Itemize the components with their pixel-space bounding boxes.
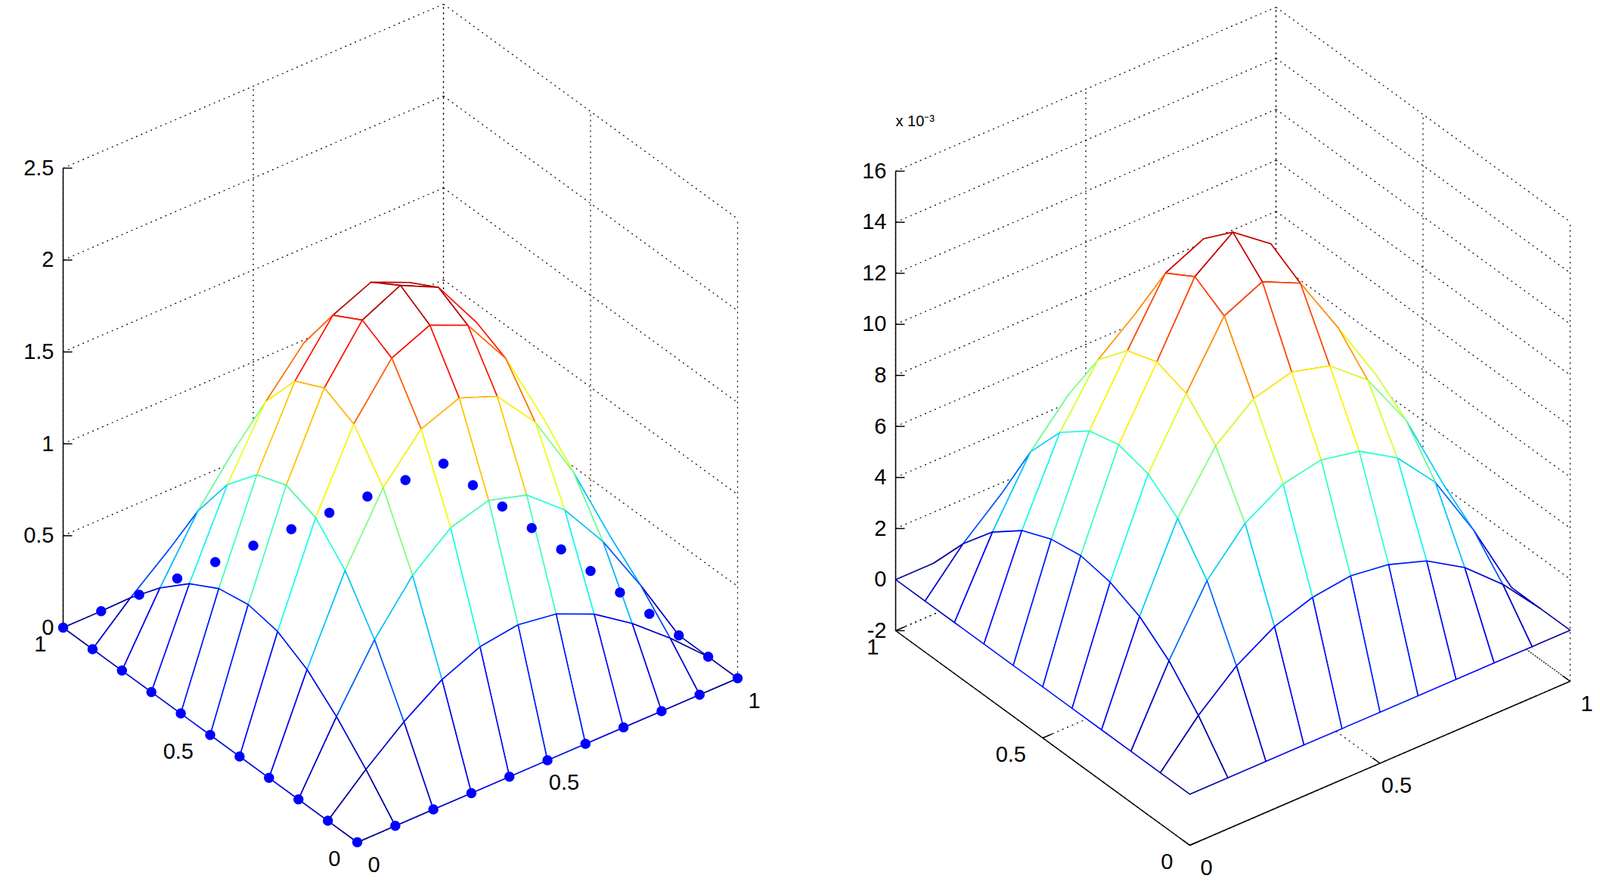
svg-text:2.5: 2.5 [23,155,54,180]
svg-text:8: 8 [874,362,887,388]
svg-text:1: 1 [1580,691,1593,717]
svg-text:1: 1 [866,635,879,660]
svg-text:1: 1 [41,431,54,456]
svg-text:0: 0 [1160,849,1173,875]
svg-text:0: 0 [41,615,55,640]
svg-text:0.5: 0.5 [548,770,580,795]
svg-text:2: 2 [41,247,54,272]
svg-text:0: 0 [1200,855,1213,881]
svg-text:0.5: 0.5 [1381,773,1412,798]
svg-text:0.5: 0.5 [995,742,1027,767]
svg-text:-2: -2 [867,618,887,643]
svg-text:0.5: 0.5 [163,739,194,764]
svg-text:14: 14 [862,209,887,234]
svg-text:x 10⁻³: x 10⁻³ [896,112,936,130]
svg-text:0: 0 [328,846,341,872]
svg-text:1: 1 [34,632,47,657]
svg-text:12: 12 [862,260,887,286]
svg-text:0: 0 [367,852,380,878]
svg-text:0: 0 [874,567,887,592]
svg-text:10: 10 [862,311,887,336]
svg-text:2: 2 [874,516,887,541]
svg-text:1.5: 1.5 [23,339,54,364]
svg-text:16: 16 [862,158,887,183]
svg-text:0.5: 0.5 [23,523,54,548]
svg-text:4: 4 [874,465,887,490]
svg-text:6: 6 [874,414,887,439]
svg-text:1: 1 [747,688,760,714]
